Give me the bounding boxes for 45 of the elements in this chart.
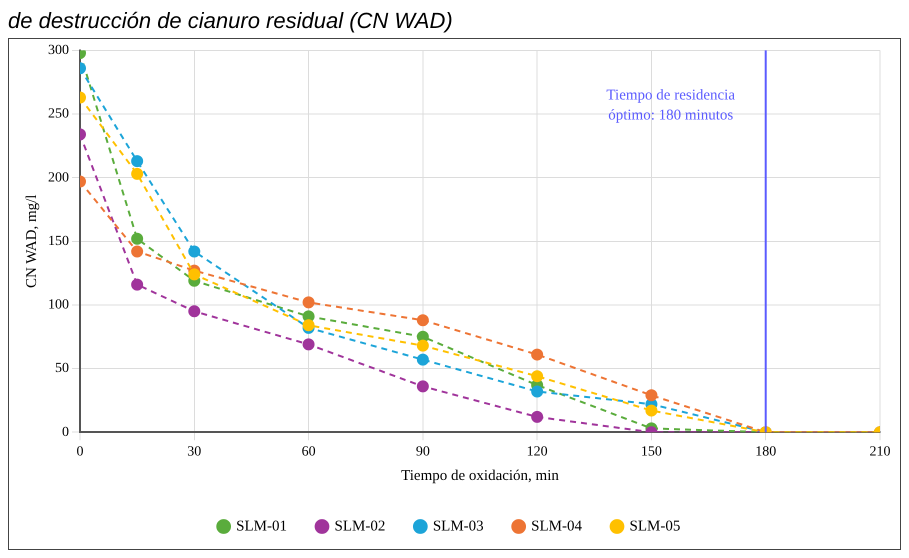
point xyxy=(416,340,429,352)
ref-line-label: Tiempo de residencia óptimo: 180 minutos xyxy=(606,87,736,124)
point xyxy=(188,245,200,258)
y-tick-label: 250 xyxy=(48,106,69,122)
point xyxy=(645,404,658,417)
point xyxy=(416,354,429,366)
point xyxy=(131,245,144,258)
x-tick-label: 150 xyxy=(640,444,662,460)
point xyxy=(531,348,544,361)
y-tick-label: 0 xyxy=(62,424,69,440)
point xyxy=(131,232,144,245)
point xyxy=(131,155,144,168)
point xyxy=(302,338,315,350)
x-tick-label: 90 xyxy=(416,444,430,460)
x-tick-label: 30 xyxy=(187,444,202,460)
y-tick-label: 100 xyxy=(48,298,69,313)
chart-title: de destrucción de cianuro residual (CN WAD) xyxy=(8,8,454,34)
x-tick-label: 120 xyxy=(526,444,548,460)
y-tick-label: 50 xyxy=(55,361,69,376)
point xyxy=(645,389,658,402)
point xyxy=(531,385,544,398)
legend-label: SLM-02 xyxy=(334,518,386,534)
x-tick-label: 0 xyxy=(76,444,84,460)
point xyxy=(131,278,144,291)
x-tick-label: 180 xyxy=(755,444,776,460)
point xyxy=(416,314,429,326)
y-axis-title: CN WAD, mg/l xyxy=(24,194,40,288)
point xyxy=(302,296,315,308)
point xyxy=(302,319,315,332)
point xyxy=(531,410,544,423)
point xyxy=(531,370,544,382)
legend-label: SLM-01 xyxy=(236,518,287,534)
x-tick-label: 60 xyxy=(302,444,316,460)
point xyxy=(131,168,144,180)
x-tick-label: 210 xyxy=(870,444,890,460)
x-axis-title: Tiempo de oxidación, min xyxy=(401,468,560,484)
y-tick-label: 150 xyxy=(48,234,69,249)
y-tick-label: 200 xyxy=(48,170,69,186)
legend-label: SLM-03 xyxy=(432,518,484,534)
point xyxy=(188,268,200,280)
legend-label: SLM-04 xyxy=(531,518,583,534)
point xyxy=(188,305,200,318)
point xyxy=(416,380,429,392)
y-tick-label: 300 xyxy=(48,43,69,58)
legend-label: SLM-05 xyxy=(630,518,680,534)
